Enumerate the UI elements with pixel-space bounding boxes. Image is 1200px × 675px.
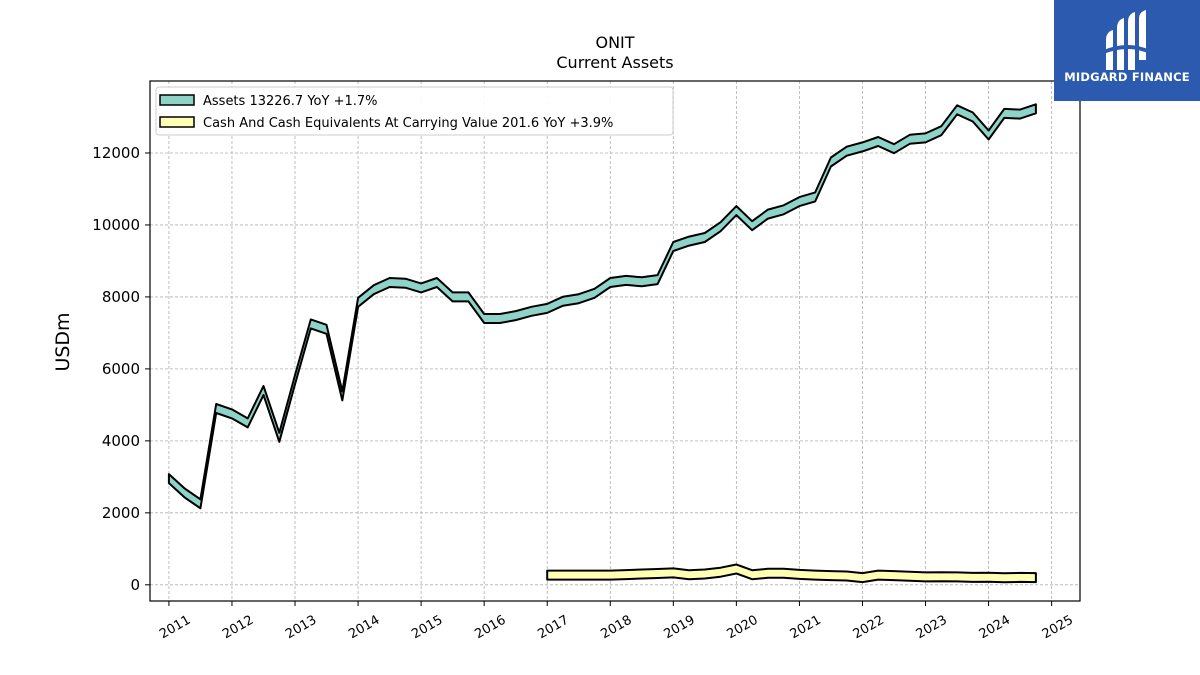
midgard-finance-logo: MIDGARD FINANCE bbox=[1054, 0, 1200, 101]
legend-label: Assets 13226.7 YoY +1.7% bbox=[203, 94, 378, 109]
x-tick-label: 2012 bbox=[220, 613, 256, 643]
y-tick-label: 4000 bbox=[102, 432, 140, 450]
x-tick-label: 2018 bbox=[598, 613, 634, 643]
x-tick-label: 2021 bbox=[788, 613, 824, 643]
legend-box bbox=[155, 86, 674, 136]
y-tick-label: 12000 bbox=[92, 144, 140, 162]
x-tick-label: 2011 bbox=[157, 613, 193, 643]
legend-swatch bbox=[159, 116, 195, 128]
legend-swatch bbox=[159, 94, 195, 106]
plot-frame bbox=[149, 80, 1081, 602]
y-tick-label: 10000 bbox=[92, 216, 140, 234]
legend: Assets 13226.7 YoY +1.7% Cash And Cash Eq… bbox=[155, 86, 674, 136]
grid bbox=[150, 81, 1080, 601]
x-axis: 2011 2012 2013 2014 2015 2016 2017 2018 2019 2020… bbox=[157, 601, 1076, 642]
series-band-1 bbox=[546, 563, 1037, 584]
legend-label: Cash And Cash Equivalents At Carrying Va… bbox=[203, 116, 613, 131]
x-tick-label: 2020 bbox=[725, 613, 761, 643]
logo-text: MIDGARD FINANCE bbox=[1064, 70, 1190, 84]
y-tick-label: 6000 bbox=[102, 360, 140, 378]
chart-title: ONIT bbox=[595, 33, 634, 52]
x-tick-label: 2023 bbox=[914, 613, 950, 643]
x-tick-label: 2015 bbox=[409, 613, 445, 643]
x-tick-label: 2024 bbox=[977, 613, 1013, 643]
y-tick-label: 2000 bbox=[102, 504, 140, 522]
x-tick-label: 2025 bbox=[1040, 613, 1076, 643]
x-tick-label: 2016 bbox=[472, 613, 508, 643]
chart-subtitle: Current Assets bbox=[556, 53, 673, 72]
y-axis-label: USDm bbox=[52, 312, 74, 371]
y-tick-label: 0 bbox=[130, 576, 140, 594]
x-tick-label: 2013 bbox=[283, 613, 319, 643]
logo-mark-icon bbox=[1104, 10, 1150, 70]
x-tick-label: 2019 bbox=[661, 613, 697, 643]
x-tick-label: 2022 bbox=[851, 613, 887, 643]
x-tick-label: 2017 bbox=[535, 613, 571, 643]
y-axis: 0 2000 4000 6000 8000 10000 12000 bbox=[92, 144, 150, 594]
series-band-0 bbox=[167, 103, 1037, 510]
y-tick-label: 8000 bbox=[102, 288, 140, 306]
series-layer bbox=[167, 103, 1037, 584]
x-tick-label: 2014 bbox=[346, 613, 382, 643]
